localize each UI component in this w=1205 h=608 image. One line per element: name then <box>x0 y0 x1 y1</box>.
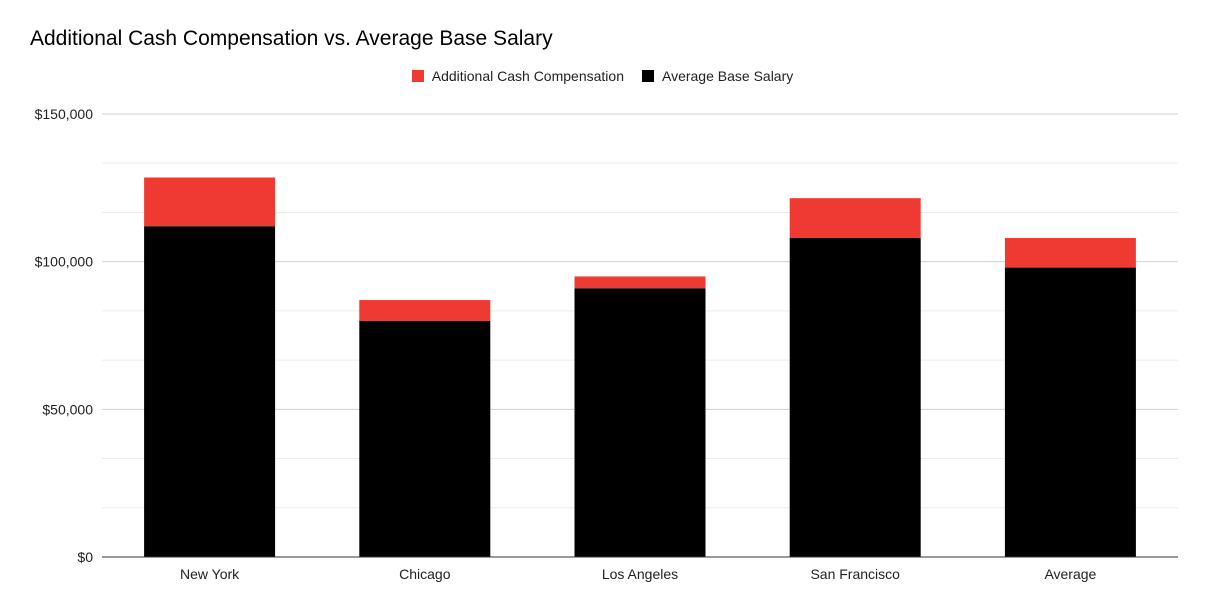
y-tick-label: $150,000 <box>35 106 94 122</box>
y-tick-label: $50,000 <box>42 401 93 417</box>
legend-label-base-salary: Average Base Salary <box>661 68 794 84</box>
legend-item-additional-cash: Additional Cash Compensation <box>411 68 624 84</box>
y-tick-label: $100,000 <box>35 254 94 270</box>
bar-additional-cash-compensation <box>789 198 921 239</box>
x-tick-label: San Francisco <box>810 566 900 582</box>
bar-additional-cash-compensation <box>1004 238 1136 268</box>
x-tick-label: New York <box>180 566 240 582</box>
legend-item-base-salary: Average Base Salary <box>641 68 794 84</box>
bar-average-base-salary <box>144 226 276 557</box>
x-tick-label: Chicago <box>399 566 451 582</box>
bar-additional-cash-compensation <box>574 276 706 289</box>
x-tick-label: Los Angeles <box>602 566 678 582</box>
bar-average-base-salary <box>1004 267 1136 557</box>
bar-additional-cash-compensation <box>144 177 276 227</box>
bar-average-base-salary <box>789 238 921 558</box>
chart-title: Additional Cash Compensation vs. Average… <box>30 27 553 50</box>
legend-swatch-base-salary <box>641 70 654 82</box>
bar-average-base-salary <box>574 288 706 557</box>
bar-average-base-salary <box>359 320 491 557</box>
chart-legend: Additional Cash Compensation Average Bas… <box>0 68 1205 84</box>
bar-additional-cash-compensation <box>359 300 491 321</box>
legend-swatch-additional-cash <box>411 70 424 82</box>
y-tick-label: $0 <box>77 549 93 565</box>
legend-label-additional-cash: Additional Cash Compensation <box>431 68 624 84</box>
x-tick-label: Average <box>1044 566 1096 582</box>
